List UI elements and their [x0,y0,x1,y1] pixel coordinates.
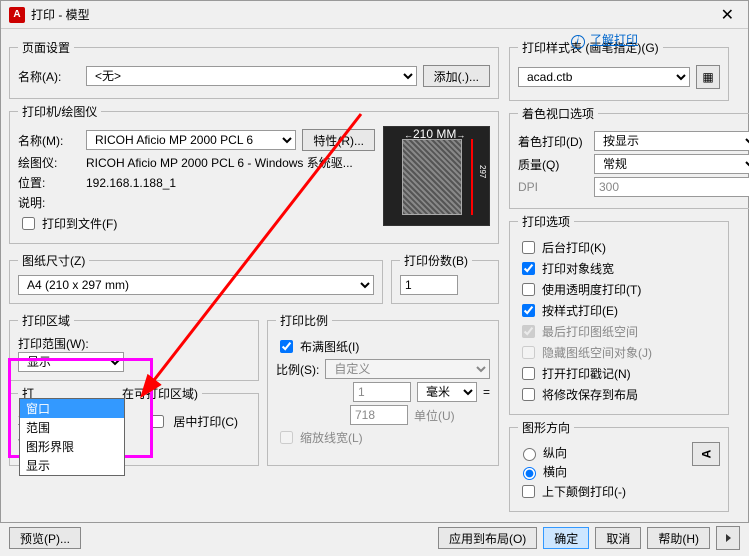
dropdown-option-limits[interactable]: 图形界限 [20,437,124,456]
print-area-legend: 打印区域 [18,312,74,329]
printer-name-label: 名称(M): [18,132,80,149]
upside-label: 上下颠倒打印(-) [542,483,626,500]
quality-select[interactable]: 常规 [594,154,749,174]
lw-label: 打印对象线宽 [542,260,614,277]
scale-unit-select[interactable]: 毫米 [417,382,477,402]
orient-legend: 图形方向 [518,419,574,436]
dropdown-option-extents[interactable]: 范围 [20,418,124,437]
hide-label: 隐藏图纸空间对象(J) [542,344,652,361]
page-setup-name-select[interactable]: <无> [86,66,417,86]
style-label: 按样式打印(E) [542,302,618,319]
ratio-label: 比例(S): [276,361,319,378]
scale-lw-checkbox [280,431,293,444]
learn-print-link[interactable]: 了解打印 [590,33,638,47]
portrait-radio[interactable] [523,448,536,461]
print-area-group: 打印区域 打印范围(W): 显示 [9,312,259,381]
copies-legend: 打印份数(B) [400,252,472,269]
printer-select[interactable]: RICOH Aficio MP 2000 PCL 6 [86,130,296,150]
stamp-checkbox[interactable] [522,367,535,380]
shade-select[interactable]: 按显示 [594,131,749,151]
app-logo: A [9,7,25,23]
upside-checkbox[interactable] [522,485,535,498]
paper-size-select[interactable]: A4 (210 x 297 mm) [18,275,374,295]
denom-unit-label: 单位(U) [414,407,474,424]
center-checkbox[interactable] [151,415,164,428]
paper-size-legend: 图纸尺寸(Z) [18,252,89,269]
bg-print-label: 后台打印(K) [542,239,606,256]
paper-preview: ←210 MM→ 297 [383,126,490,226]
driver-label: 绘图仪: [18,154,80,171]
print-to-file-label: 打印到文件(F) [42,215,117,232]
viewport-group: 着色视口选项 着色打印(D) 按显示 质量(Q) 常规 DPI [509,105,749,209]
expand-button[interactable] [716,526,740,550]
copies-input[interactable] [400,275,458,295]
style-edit-button[interactable]: ▦ [696,65,720,89]
dropdown-option-window[interactable]: 窗口 [20,399,124,418]
apply-layout-button[interactable]: 应用到布局(O) [438,527,537,549]
print-range-dropdown[interactable]: 窗口 范围 图形界限 显示 [19,398,125,476]
close-icon[interactable]: ✕ [715,5,740,25]
fit-label: 布满图纸(I) [300,338,359,355]
dpi-label: DPI [518,180,588,194]
orient-icon: A [692,442,720,466]
dropdown-option-display[interactable]: 显示 [20,456,124,475]
scale-denom-input[interactable] [350,405,408,425]
page-setup-legend: 页面设置 [18,39,74,56]
copies-group: 打印份数(B) [391,252,499,304]
scale-legend: 打印比例 [276,312,332,329]
fit-checkbox[interactable] [280,340,293,353]
printer-group: 打印机/绘图仪 名称(M): RICOH Aficio MP 2000 PCL … [9,103,499,244]
dpi-input [594,177,749,197]
scale-num-input[interactable] [353,382,411,402]
bg-print-checkbox[interactable] [522,241,535,254]
ratio-select[interactable]: 自定义 [325,359,490,379]
printer-props-button[interactable]: 特性(R)... [302,129,375,151]
save-label: 将修改保存到布局 [542,386,638,403]
last-label: 最后打印图纸空间 [542,323,638,340]
driver-value: RICOH Aficio MP 2000 PCL 6 - Windows 系统驱… [86,154,353,171]
desc-label: 说明: [18,194,80,211]
print-range-label: 打印范围(W): [18,335,250,352]
portrait-label: 纵向 [543,444,567,461]
save-checkbox[interactable] [522,388,535,401]
equals-label: = [483,385,490,399]
last-checkbox [522,325,535,338]
add-button[interactable]: 添加(.)... [423,65,490,87]
location-label: 位置: [18,174,80,191]
landscape-radio[interactable] [523,467,536,480]
paper-size-group: 图纸尺寸(Z) A4 (210 x 297 mm) [9,252,383,304]
quality-label: 质量(Q) [518,156,588,173]
print-options-group: 打印选项 后台打印(K) 打印对象线宽 使用透明度打印(T) 按样式打印(E) … [509,213,729,415]
print-range-select[interactable]: 显示 [18,352,124,372]
print-options-legend: 打印选项 [518,213,574,230]
scale-group: 打印比例 布满图纸(I) 比例(S): 自定义 毫米 = [267,312,499,466]
name-label: 名称(A): [18,68,80,85]
preview-button[interactable]: 预览(P)... [9,527,81,549]
scale-lw-label: 缩放线宽(L) [300,429,363,446]
center-label: 居中打印(C) [173,413,238,430]
orientation-group: 图形方向 纵向 横向 上下颠倒打印(-) A [509,419,729,512]
lw-checkbox[interactable] [522,262,535,275]
stamp-label: 打开打印戳记(N) [542,365,631,382]
viewport-legend: 着色视口选项 [518,105,598,122]
help-button[interactable]: 帮助(H) [647,527,710,549]
trans-checkbox[interactable] [522,283,535,296]
hide-checkbox [522,346,535,359]
page-setup-group: 页面设置 名称(A): <无> 添加(.)... [9,39,499,99]
printer-legend: 打印机/绘图仪 [18,103,101,120]
style-table-select[interactable]: acad.ctb [518,67,690,87]
ok-button[interactable]: 确定 [543,527,589,549]
landscape-label: 横向 [543,463,567,480]
info-icon: i [571,35,585,49]
window-title: 打印 - 模型 [31,6,715,23]
style-checkbox[interactable] [522,304,535,317]
cancel-button[interactable]: 取消 [595,527,641,549]
shade-label: 着色打印(D) [518,133,588,150]
location-value: 192.168.1.188_1 [86,176,176,190]
trans-label: 使用透明度打印(T) [542,281,641,298]
print-to-file-checkbox[interactable] [22,217,35,230]
